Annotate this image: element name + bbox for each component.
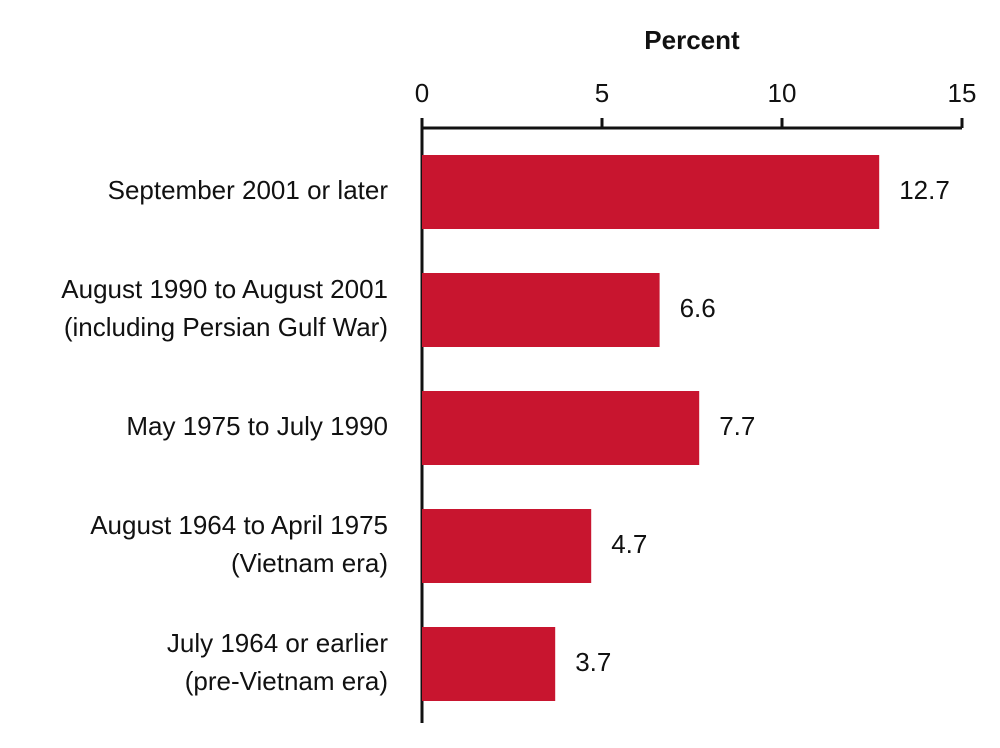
bar: [422, 155, 880, 229]
bar: [422, 509, 592, 583]
bar: [422, 627, 556, 701]
y-tick-label: (pre-Vietnam era): [185, 666, 388, 696]
y-tick-label: (including Persian Gulf War): [64, 312, 388, 342]
x-tick-label: 5: [595, 78, 609, 108]
value-label: 7.7: [719, 411, 755, 441]
value-label: 4.7: [611, 529, 647, 559]
axis-title: Percent: [644, 25, 740, 55]
y-tick-label: (Vietnam era): [231, 548, 388, 578]
x-tick-label: 15: [948, 78, 977, 108]
value-label: 12.7: [899, 175, 950, 205]
value-label: 6.6: [680, 293, 716, 323]
x-tick-label: 10: [768, 78, 797, 108]
x-tick-label: 0: [415, 78, 429, 108]
bar: [422, 391, 700, 465]
y-tick-label: August 1964 to April 1975: [90, 510, 388, 540]
y-tick-label: July 1964 or earlier: [167, 628, 388, 658]
value-label: 3.7: [575, 647, 611, 677]
y-tick-label: August 1990 to August 2001: [61, 274, 388, 304]
bar: [422, 273, 660, 347]
y-tick-label: May 1975 to July 1990: [126, 411, 388, 441]
y-tick-label: September 2001 or later: [108, 175, 389, 205]
